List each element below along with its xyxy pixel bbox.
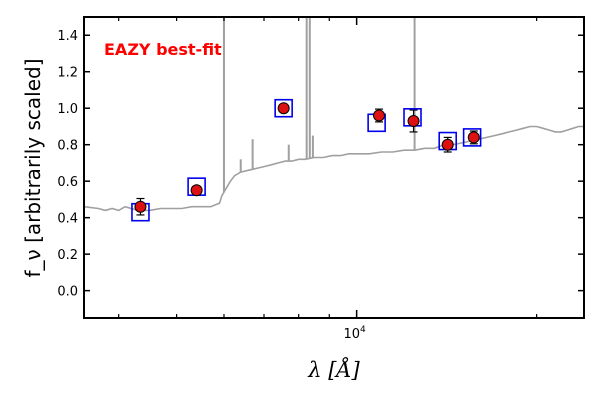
y-tick-label: 0.8 bbox=[57, 139, 78, 154]
observed-point-0 bbox=[134, 200, 147, 213]
observed-point-5 bbox=[441, 138, 454, 151]
annotation-label: EAZY best-fit bbox=[104, 40, 222, 59]
y-axis-label: f_ν [arbitrarily scaled] bbox=[21, 59, 45, 278]
observed-point-1 bbox=[190, 184, 203, 197]
observed-point-6 bbox=[467, 131, 480, 144]
model-box-2 bbox=[274, 98, 293, 118]
axes: 0.0 0.2 0.4 0.6 0.8 1.0 1.2 1.4 104 bbox=[57, 16, 585, 342]
plot-frame bbox=[83, 16, 585, 319]
y-tick-label: 0.6 bbox=[57, 175, 78, 190]
observed-point-3 bbox=[373, 109, 386, 122]
x-axis-label: λ [Å] bbox=[307, 357, 360, 382]
y-tick-label: 1.2 bbox=[57, 66, 78, 81]
model-box-6 bbox=[462, 128, 482, 147]
y-tick-label: 0.0 bbox=[57, 285, 78, 300]
model-photometry bbox=[131, 98, 482, 222]
y-tick-label: 0.4 bbox=[57, 212, 78, 227]
observed-point-2 bbox=[277, 102, 290, 115]
emission-lines bbox=[222, 17, 416, 193]
x-tick-label: 104 bbox=[343, 325, 366, 342]
y-tick-label: 1.4 bbox=[57, 29, 78, 44]
y-tick-label: 0.2 bbox=[57, 248, 78, 263]
y-tick-label: 1.0 bbox=[57, 102, 78, 117]
template-line bbox=[83, 125, 584, 212]
template-spectrum bbox=[83, 125, 584, 212]
observed-point-4 bbox=[407, 114, 420, 127]
observed-photometry bbox=[134, 102, 480, 213]
